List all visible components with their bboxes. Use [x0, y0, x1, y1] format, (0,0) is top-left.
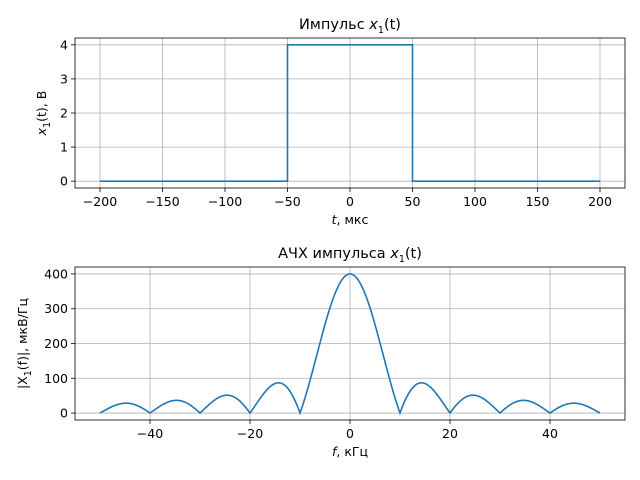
spectrum-y-tick-label: 100 [44, 371, 68, 386]
pulse-x-axis-label: t, мкс [332, 212, 369, 227]
pulse-x-tick-label: 150 [526, 194, 550, 209]
pulse-ticks: −200 −150 −100 −50 0 50 100 150 200 0 1 2 3 4 [60, 37, 612, 209]
pulse-x-tick-label: 100 [463, 194, 487, 209]
spectrum-x-tick-label: 0 [346, 426, 354, 441]
spectrum-series-line [99, 273, 601, 416]
pulse-grid [75, 38, 625, 188]
spectrum-x-tick-label: 20 [442, 426, 458, 441]
pulse-x-tick-label: −100 [208, 194, 242, 209]
pulse-x-tick-label: 0 [346, 194, 354, 209]
spectrum-title: АЧХ импульса x1(t) [278, 246, 422, 265]
spectrum-y-axis-label: |X1(f)|, мкВ/Гц [15, 298, 34, 389]
spectrum-y-tick-label: 300 [44, 301, 68, 316]
spectrum-y-tick-label: 400 [44, 266, 68, 281]
pulse-series-line [100, 44, 600, 182]
spectrum-x-tick-label: −40 [137, 426, 163, 441]
pulse-title: Импульс x1(t) [299, 17, 401, 36]
pulse-y-tick-label: 0 [60, 174, 68, 189]
pulse-x-tick-label: −50 [274, 194, 300, 209]
pulse-x-tick-label: −150 [145, 194, 179, 209]
pulse-y-tick-label: 2 [60, 106, 68, 121]
pulse-x-tick-label: 50 [405, 194, 421, 209]
pulse-x-tick-label: 200 [588, 194, 612, 209]
spectrum-grid [75, 267, 625, 420]
spectrum-x-axis-label: f, кГц [332, 444, 368, 459]
pulse-y-tick-label: 4 [60, 37, 68, 52]
pulse-x-tick-label: −200 [83, 194, 117, 209]
pulse-y-axis-label: x1(t), В [34, 91, 53, 137]
spectrum-y-tick-label: 200 [44, 336, 68, 351]
pulse-y-tick-label: 3 [60, 71, 68, 86]
pulse-axes: −200 −150 −100 −50 0 50 100 150 200 0 1 2 3 4 Импульс… [34, 17, 626, 227]
spectrum-x-tick-label: 40 [542, 426, 558, 441]
pulse-y-tick-label: 1 [60, 140, 68, 155]
spectrum-y-tick-label: 0 [60, 406, 68, 421]
spectrum-x-tick-label: −20 [237, 426, 263, 441]
